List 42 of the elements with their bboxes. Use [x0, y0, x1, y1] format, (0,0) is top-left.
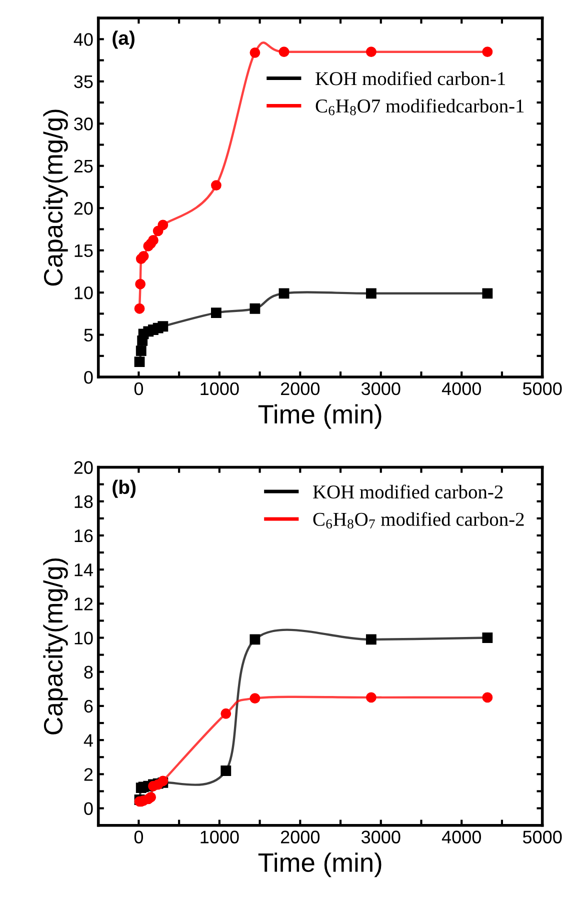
y-tick-label: 16: [74, 529, 93, 542]
y-tick-label: 20: [74, 202, 93, 215]
y-tick-label: 40: [74, 33, 93, 46]
y-axis-title: Capacity(mg/g): [43, 558, 68, 734]
x-tick-label: 4000: [442, 382, 481, 396]
y-tick-label: 5: [84, 328, 93, 342]
y-tick-label: 30: [74, 118, 93, 130]
legend-label: KOH modified carbon-1: [316, 71, 506, 86]
y-tick-label: 25: [74, 160, 93, 173]
y-tick-label: 8: [84, 666, 93, 679]
x-tick-label: 0: [134, 830, 144, 844]
y-tick-label: 18: [74, 495, 93, 508]
y-tick-label: 14: [74, 564, 93, 576]
y-tick-label: 6: [84, 700, 93, 713]
y-tick-label: 0: [84, 370, 93, 384]
y-tick-label: 20: [74, 461, 93, 474]
text: (a): [112, 30, 134, 49]
y-tick-label: 2: [84, 768, 93, 781]
x-tick-label: 1000: [200, 830, 239, 844]
x-tick-label: 4000: [442, 830, 481, 844]
y-tick-label: 0: [84, 802, 93, 815]
text: (b): [112, 480, 136, 498]
y-tick-label: 35: [74, 75, 93, 88]
x-axis-title: Time (min): [258, 404, 382, 429]
x-tick-label: 2000: [280, 382, 320, 396]
x-tick-label: 5000: [522, 382, 562, 396]
y-axis-title: Capacity(mg/g): [43, 110, 68, 286]
y-tick-label: 15: [74, 244, 93, 258]
x-tick-label: 0: [134, 382, 144, 396]
legend-label: KOH modified carbon-2: [313, 484, 503, 499]
legend-label: C$_{6}$H$_{8}$O7 modifiedcarbon-1: [316, 98, 524, 116]
x-tick-label: 3000: [361, 830, 400, 844]
y-tick-label: 12: [74, 598, 93, 610]
y-tick-label: 10: [74, 632, 93, 644]
x-tick-label: 3000: [361, 382, 400, 396]
x-tick-label: 1000: [200, 382, 239, 396]
legend-label: C$_{6}$H$_{8}$O$_{7}$ modified carbon-2: [313, 512, 524, 529]
x-tick-label: 2000: [280, 830, 320, 844]
y-tick-label: 4: [84, 734, 93, 747]
x-tick-label: 5000: [522, 830, 562, 844]
y-tick-label: 10: [74, 286, 93, 300]
x-axis-title: Time (min): [258, 852, 382, 878]
